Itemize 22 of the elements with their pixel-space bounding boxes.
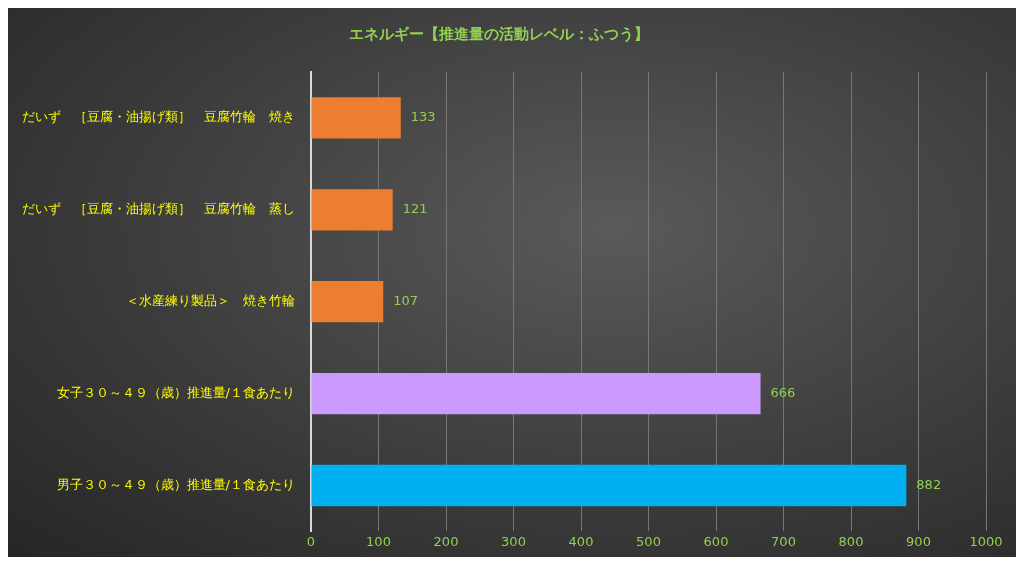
y-tick-label: だいず ［豆腐・油揚げ類］ 豆腐竹輪 蒸し [22,201,295,217]
y-tick-label: 女子３０～４９（歳）推進量/１食あたり [56,384,295,400]
data-label: 121 [402,201,428,217]
x-tick-label: 0 [306,533,316,549]
x-tick-label: 200 [433,533,459,549]
x-tick-label: 100 [366,533,391,549]
x-tick-label: 800 [838,533,864,549]
data-label: 882 [916,476,942,492]
data-label: 666 [770,384,796,400]
y-tick-label: 男子３０～４９（歳）推進量/１食あたり [56,476,295,492]
data-label: 107 [393,293,419,309]
data-label: 133 [410,109,436,125]
y-tick-label: ＜水産練り製品＞ 焼き竹輪 [126,293,295,309]
x-tick-label: 300 [501,533,526,549]
x-tick-label: 900 [906,533,931,549]
x-tick-label: 600 [703,533,729,549]
x-tick-label: 1000 [969,533,1003,549]
chart-title: エネルギー【推進量の活動レベル：ふつう】 [349,24,649,43]
x-tick-label: 500 [636,533,661,549]
x-tick-label: 400 [568,533,594,549]
y-tick-label: だいず ［豆腐・油揚げ類］ 豆腐竹輪 焼き [22,109,295,125]
x-tick-label: 700 [771,533,796,549]
